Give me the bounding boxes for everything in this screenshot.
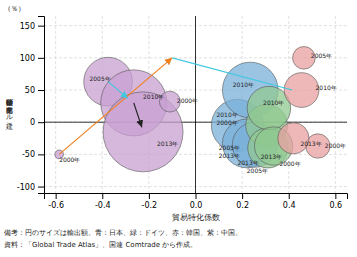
point-label: 2013年 [157,140,178,147]
note: 備考：円のサイズは輸出額。青：日本、緑：ドイツ、赤：韓国、紫：中国。 [4,229,242,237]
point-label: 2005年 [89,75,110,82]
plot-area [55,47,330,172]
point-label: 2000年 [279,160,300,167]
x-tick: -0.6 [48,193,64,210]
point-label: 2000年 [59,156,80,163]
y-tick-label: -100 [17,183,35,192]
y-tick-mark [38,187,44,188]
y-axis-line [38,17,45,194]
point-label: 2013年 [219,152,240,159]
y-tick: -100 [17,183,44,192]
point-label: 2010年 [216,111,237,118]
y-axis: -100 -50 0 50 100 150 [17,17,45,194]
y-tick-mark [38,154,44,155]
note: 資料：「Global Trade Atlas」、国連 Comtrade から作成… [4,241,197,249]
x-axis: -0.6 -0.4 -0.2 0.0 0.2 0.4 0.6 [45,193,348,210]
annotations: 2000年2005年2010年2013年2000年2010年2010年2000年… [59,52,346,174]
x-tick-mark [56,193,57,199]
x-tick: 0.0 [190,193,203,210]
point-label: 2013年 [237,159,258,166]
chart: -0.6 -0.4 -0.2 0.0 0.2 0.4 0.6 -100 -50 0 50 100 150… [0,0,357,257]
grid-line-x [55,16,56,193]
y-unit: （％） [4,5,25,13]
zero-line-y [44,122,347,123]
connector-line [172,58,292,90]
x-tick-label: 0.0 [190,201,203,210]
point-label: 2005年 [219,144,240,151]
bubble [278,123,309,154]
y-tick-mark [38,58,44,59]
arrow [134,103,142,127]
y-tick-label: 150 [20,22,35,31]
y-tick: 150 [20,22,44,31]
point-label: 2005年 [247,167,268,174]
x-tick-label: 0.4 [283,201,296,210]
y-tick-mark [38,26,44,27]
x-tick-label: 0.2 [236,201,249,210]
x-axis-line [45,194,348,200]
x-tick-label: 0.6 [329,201,342,210]
x-tick-mark [289,193,290,199]
y-tick-label: 100 [20,54,35,63]
grid-line-y [44,122,347,123]
point-label: 2010年 [233,81,254,88]
grid-line-x [335,16,336,193]
y-tick-mark [38,90,44,91]
bubble [284,73,319,108]
x-tick: 0.6 [329,193,342,210]
y-tick-mark [38,122,44,123]
y-tick-label: 50 [25,86,35,95]
series [55,57,183,172]
grid-line-x [195,16,196,193]
bubble [103,92,183,172]
point-label: 2013年 [300,140,321,147]
x-tick-label: -0.2 [142,201,158,210]
x-tick: 0.4 [283,193,296,210]
y-tick: 100 [20,54,44,63]
x-tick-label: -0.6 [48,201,64,210]
series [278,47,330,159]
point-label: 2000年 [177,97,198,104]
x-tick-mark [196,193,197,199]
x-tick-mark [242,193,243,199]
point-label: 2010年 [316,84,337,91]
point-label: 2005年 [311,52,332,59]
y-tick: 50 [25,86,44,95]
point-label: 2013年 [261,153,282,160]
x-axis-title: 貿易特化係数 [172,213,220,222]
y-axis-title: 輸出額伸び率（前年比・ドル建） [5,93,14,130]
x-tick-mark [149,193,150,199]
x-tick: -0.4 [95,193,111,210]
x-tick: 0.2 [236,193,249,210]
zero-line-x [195,16,196,193]
arrow [59,58,172,155]
y-tick-label: -50 [22,150,35,159]
plot-root: -0.6 -0.4 -0.2 0.0 0.2 0.4 0.6 -100 -50 0 50 100 150… [17,16,348,210]
point-label: 2000年 [216,119,237,126]
x-tick: -0.2 [142,193,158,210]
point-label: 2000年 [325,142,346,149]
grid [44,16,347,193]
y-tick: -50 [22,150,44,159]
arrow [108,82,128,99]
point-label: 2010年 [263,99,284,106]
x-tick-mark [335,193,336,199]
y-tick: 0 [30,118,44,127]
x-tick-mark [102,193,103,199]
y-tick-label: 0 [30,118,35,127]
x-tick-label: -0.4 [95,201,111,210]
point-label: 2010年 [143,93,164,100]
